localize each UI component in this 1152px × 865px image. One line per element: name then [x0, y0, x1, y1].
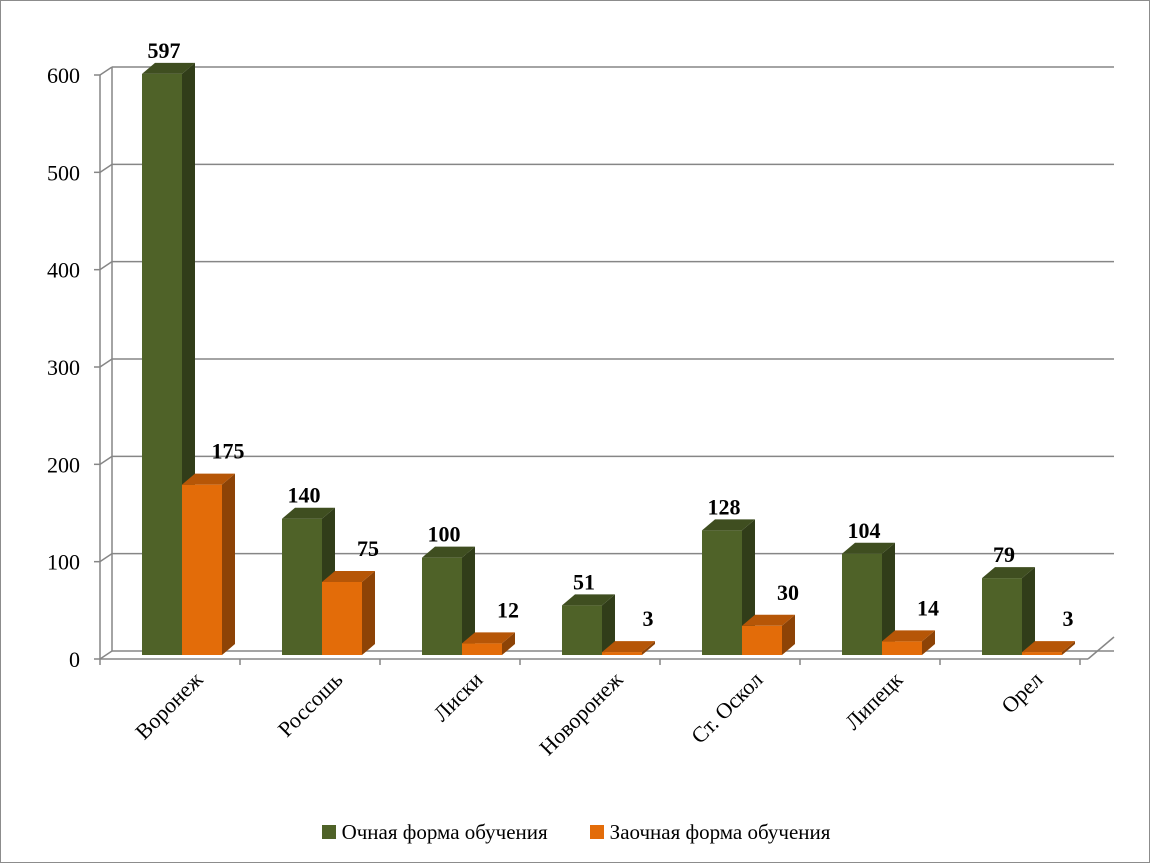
legend-label-series-1: Очная форма обучения [341, 819, 548, 844]
bar-front [882, 641, 922, 655]
x-tick-label: Липецк [840, 667, 908, 735]
y-tick-label: 300 [47, 355, 80, 380]
bar-top [602, 641, 655, 653]
bar-chart: 0 100 200 300 400 500 600 597 175 Воронеж 140 75 Рос… [47, 38, 1115, 760]
x-tick-label: Россошь [273, 667, 348, 742]
bar-front [602, 652, 642, 655]
bar-front [462, 643, 502, 655]
bar-top [282, 507, 335, 519]
bar-front [182, 484, 222, 655]
bar-top [422, 546, 475, 558]
bar-top [182, 473, 235, 485]
data-label: 175 [212, 439, 245, 464]
bar-side [462, 546, 475, 655]
bar-front [1022, 652, 1062, 655]
gridline-diagonal [99, 553, 113, 563]
data-label: 128 [708, 494, 741, 519]
bar-side [1062, 641, 1075, 655]
data-label: 597 [148, 38, 181, 63]
x-tick-label: Новоронеж [534, 666, 628, 760]
bar-side [602, 594, 615, 655]
y-tick-label: 500 [47, 160, 80, 185]
bar-side [362, 571, 375, 655]
bar-top [142, 62, 195, 74]
bar-front [742, 625, 782, 655]
bar-side [922, 630, 935, 655]
x-tick-label: Воронеж [130, 666, 208, 744]
legend-item-series-1: Очная форма обучения [321, 819, 548, 845]
bar-top [322, 571, 375, 582]
bar-top [1022, 641, 1075, 653]
bar-top [742, 614, 795, 626]
data-label: 104 [848, 518, 881, 543]
bar-front [842, 553, 882, 655]
legend: Очная форма обучения Заочная форма обуче… [0, 812, 1152, 852]
gridline-diagonal [99, 261, 113, 271]
bar-side [782, 614, 795, 655]
bar-top [562, 594, 615, 606]
bar-top [702, 519, 755, 531]
bar-side [882, 542, 895, 655]
bar-front [982, 578, 1022, 655]
legend-item-series-2: Заочная форма обучения [589, 819, 831, 845]
bar-front [702, 530, 742, 655]
x-tick-label: Орел [996, 667, 1047, 718]
data-label: 3 [1063, 606, 1074, 631]
y-tick-label: 100 [47, 550, 80, 575]
x-tick-label: Ст. Оскол [686, 667, 768, 749]
data-label: 30 [777, 580, 799, 605]
bar-front [282, 518, 322, 655]
y-tick-label: 400 [47, 258, 80, 283]
bar-top [842, 542, 895, 554]
gridline-diagonal [99, 358, 113, 368]
bar-side [1022, 567, 1035, 655]
gridline-diagonal [99, 650, 113, 660]
data-label: 140 [288, 483, 321, 508]
data-label: 51 [573, 569, 595, 594]
y-tick-label: 200 [47, 452, 80, 477]
bar-side [222, 473, 235, 655]
data-label: 14 [917, 595, 939, 620]
y-tick-label: 0 [69, 647, 80, 672]
bar-top [982, 567, 1035, 579]
bar-front [142, 73, 182, 656]
legend-swatch-series-1 [321, 825, 336, 839]
bar-side [502, 632, 515, 655]
data-label: 100 [428, 522, 461, 547]
gridline-diagonal [99, 455, 113, 465]
legend-label-series-2: Заочная форма обучения [609, 819, 831, 844]
bar-top [882, 630, 935, 642]
bar-top [462, 632, 515, 644]
bar-side [642, 641, 655, 655]
data-label: 12 [497, 597, 519, 622]
bar-front [322, 582, 362, 655]
gridline-diagonal [99, 163, 113, 173]
data-label: 3 [643, 606, 654, 631]
data-label: 75 [357, 536, 379, 561]
legend-swatch-series-2 [589, 825, 604, 839]
gridline-diagonal [99, 66, 113, 76]
bar-front [562, 605, 602, 655]
data-label: 79 [993, 542, 1015, 567]
y-tick-label: 600 [47, 63, 80, 88]
floor-right-edge [1087, 636, 1115, 660]
bar-front [422, 557, 462, 655]
x-tick-label: Лиски [428, 667, 488, 727]
